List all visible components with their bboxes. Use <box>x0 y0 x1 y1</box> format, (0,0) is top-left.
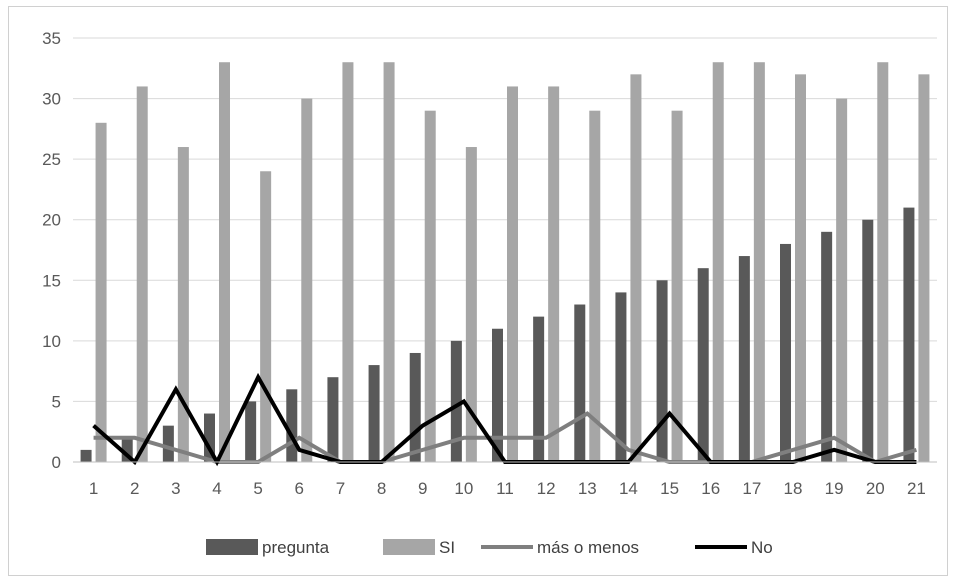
bar-pregunta <box>697 268 709 462</box>
bar-si <box>342 62 354 462</box>
bar-pregunta <box>162 425 174 462</box>
bar-si <box>918 74 930 462</box>
bar-si <box>219 62 230 462</box>
series-lines <box>92 372 917 467</box>
chart-frame: 1 2 3 4 5 6 7 8 9 10 11 12 13 14 15 16 17 18 19 20 21 0 5 10 15… <box>8 6 948 576</box>
bar-pregunta <box>450 340 462 462</box>
bar-si <box>507 86 518 462</box>
legend-label: más o menos <box>537 538 639 557</box>
y-tick-label: 10 <box>42 332 61 351</box>
bar-pregunta <box>903 207 915 462</box>
x-tick-label: 17 <box>742 479 761 498</box>
bar-pregunta <box>492 328 503 462</box>
x-tick-label: 20 <box>866 479 885 498</box>
x-tick-label: 15 <box>660 479 679 498</box>
bar-si <box>795 74 806 462</box>
x-tick-label: 7 <box>336 479 345 498</box>
y-tick-label: 0 <box>52 453 61 472</box>
bar-si <box>177 147 189 462</box>
bar-si <box>877 62 889 462</box>
bar-si <box>260 171 272 462</box>
bar-si <box>671 110 683 462</box>
legend-swatch <box>383 539 435 555</box>
legend-label: pregunta <box>262 538 330 557</box>
y-tick-label: 15 <box>42 271 61 290</box>
x-tick-label: 19 <box>825 479 844 498</box>
bar-pregunta <box>286 389 298 462</box>
gridlines <box>73 37 937 463</box>
x-tick-label: 6 <box>295 479 304 498</box>
bar-pregunta <box>615 292 627 462</box>
x-tick-label: 3 <box>171 479 180 498</box>
bar-pregunta <box>533 316 545 462</box>
x-tick-label: 2 <box>130 479 139 498</box>
y-tick-label: 20 <box>42 211 61 230</box>
y-tick-label: 5 <box>52 392 61 411</box>
bar-pregunta <box>780 243 791 462</box>
x-tick-label: 4 <box>212 479 221 498</box>
bar-si <box>136 86 148 462</box>
x-tick-label: 11 <box>496 479 514 498</box>
bar-si <box>383 62 395 462</box>
x-tick-label: 5 <box>253 479 262 498</box>
x-axis: 1 2 3 4 5 6 7 8 9 10 11 12 13 14 15 16 17 18 19 20 21 <box>73 461 937 498</box>
bar-si <box>465 147 477 462</box>
bar-pregunta <box>574 304 586 462</box>
bar-pregunta <box>821 231 833 462</box>
x-tick-label: 10 <box>454 479 473 498</box>
bar-pregunta <box>327 377 339 462</box>
bar-si <box>712 62 724 462</box>
bar-si <box>301 98 313 463</box>
x-tick-label: 16 <box>701 479 720 498</box>
x-tick-label: 18 <box>784 479 803 498</box>
bar-si <box>548 86 560 462</box>
bar-si <box>753 62 765 462</box>
legend-label: No <box>751 538 773 557</box>
legend: pregunta SI más o menos No <box>206 538 773 557</box>
x-tick-label: 8 <box>377 479 386 498</box>
x-tick-label: 9 <box>418 479 427 498</box>
x-tick-label: 14 <box>619 479 638 498</box>
x-tick-label: 21 <box>907 479 926 498</box>
bar-pregunta <box>656 280 668 462</box>
bar-pregunta <box>409 352 421 462</box>
bar-si <box>424 110 436 462</box>
bar-pregunta <box>368 365 380 462</box>
bars <box>80 62 930 463</box>
line-más-o-menos <box>93 411 917 465</box>
x-tick-label: 12 <box>537 479 556 498</box>
legend-swatch <box>206 539 258 555</box>
bar-pregunta <box>204 413 215 462</box>
y-tick-label: 25 <box>42 150 61 169</box>
bar-si <box>95 122 107 463</box>
bar-pregunta <box>80 449 92 462</box>
legend-label: SI <box>439 538 455 557</box>
chart: 1 2 3 4 5 6 7 8 9 10 11 12 13 14 15 16 17 18 19 20 21 051015… <box>42 29 937 557</box>
bar-pregunta <box>121 437 133 462</box>
bar-pregunta <box>738 256 750 462</box>
bar-pregunta <box>245 401 257 462</box>
x-tick-label: 1 <box>89 479 98 498</box>
bar-si <box>630 74 642 462</box>
x-tick-label: 13 <box>578 479 597 498</box>
y-tick-label: 30 <box>42 90 61 109</box>
y-tick-label: 35 <box>42 29 61 48</box>
bar-si <box>589 110 601 462</box>
bar-si <box>836 98 848 463</box>
bar-pregunta <box>862 219 874 462</box>
y-axis: 0 5 10 15 20 25 30 35 <box>42 29 61 472</box>
